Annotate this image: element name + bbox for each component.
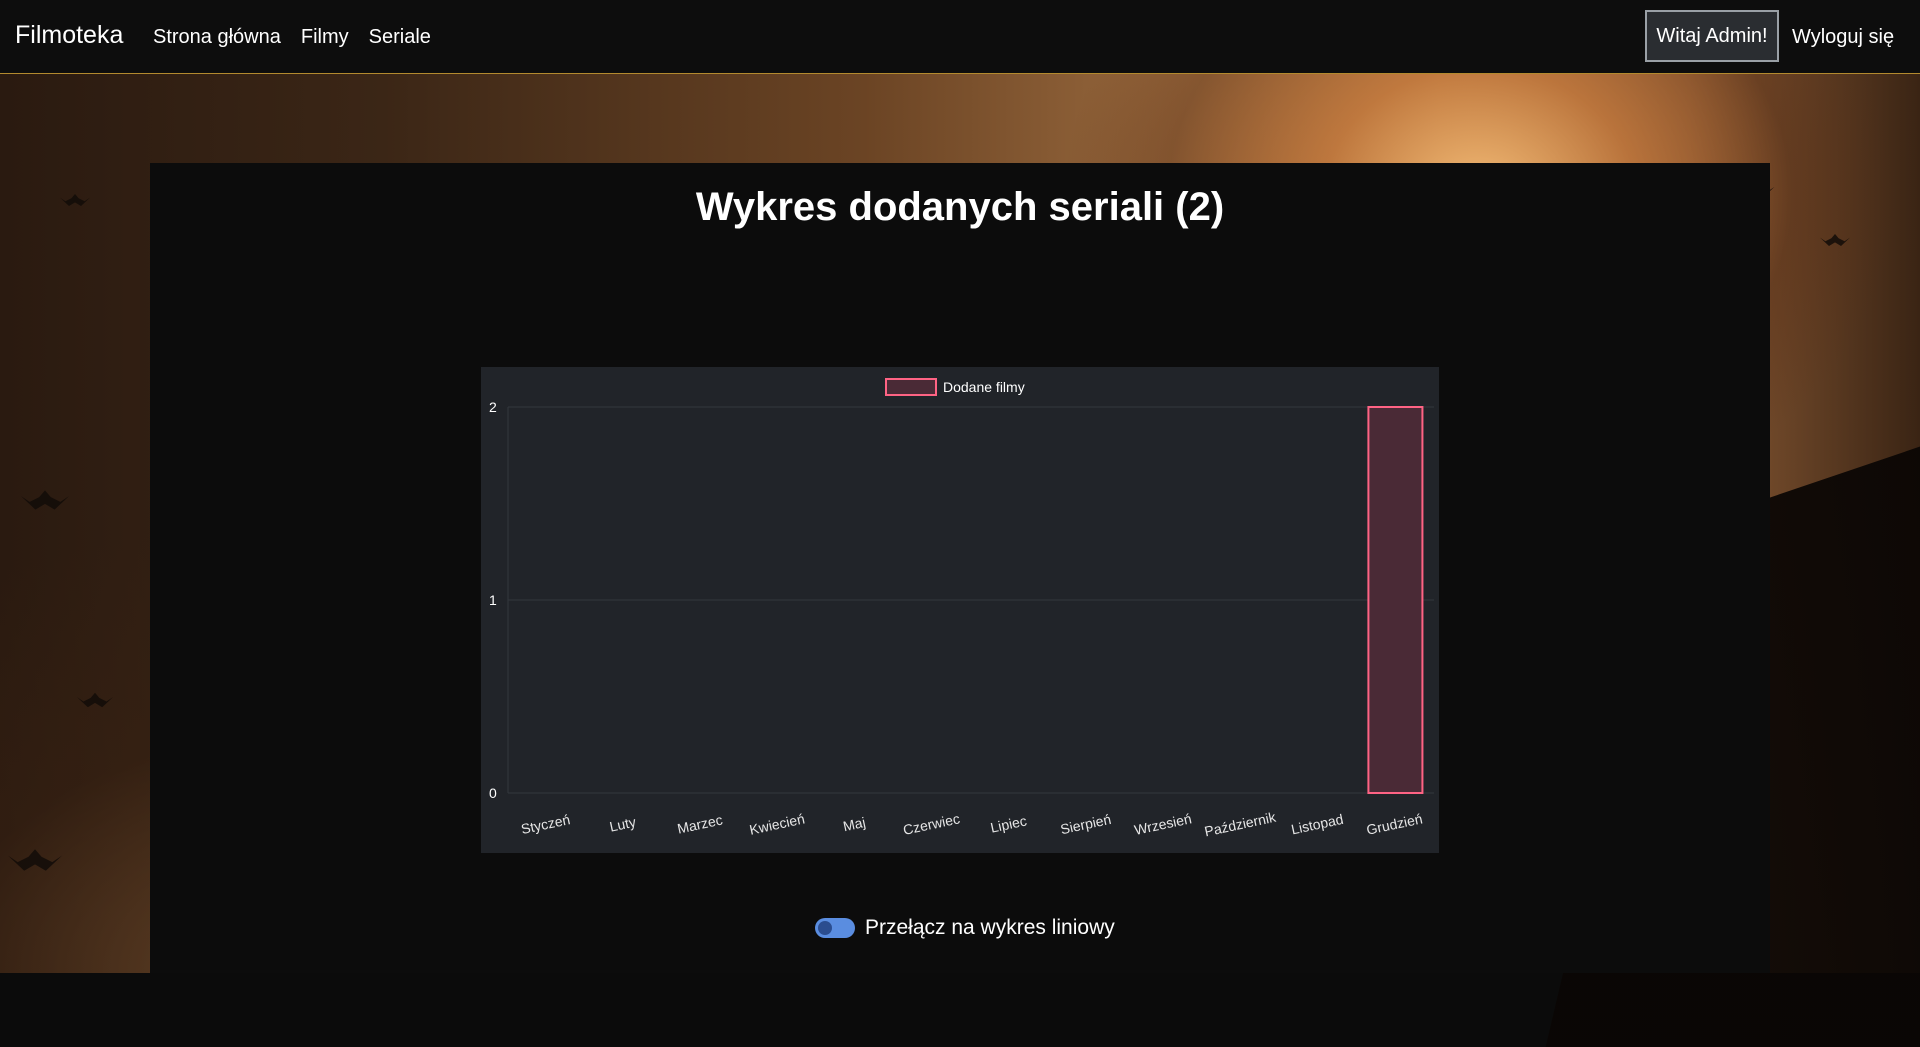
x-tick-label: Luty	[608, 814, 637, 835]
legend-swatch	[885, 378, 937, 396]
x-tick-label: Sierpień	[1059, 811, 1113, 837]
page-title: Wykres dodanych seriali (2)	[695, 185, 1225, 229]
y-tick-label: 1	[489, 592, 497, 608]
main-panel: Wykres dodanych seriali (2) 0 1 2 Styczeń Lu…	[150, 163, 1770, 973]
chart-type-toggle-row: Przełącz na wykres liniowy	[815, 916, 1115, 940]
nav-links: Strona główna Filmy Seriale	[153, 26, 431, 49]
bat-shape	[21, 490, 69, 510]
chart-bar	[1367, 406, 1424, 794]
x-tick-label: Kwiecień	[748, 810, 806, 837]
x-tick-label: Październik	[1203, 809, 1278, 840]
x-tick-label: Grudzień	[1365, 810, 1424, 837]
nav-link-movies[interactable]: Filmy	[300, 26, 349, 48]
bat-shape	[60, 194, 90, 206]
navbar: Filmoteka Strona główna Filmy Seriale Wi…	[0, 0, 1920, 74]
nav-link-series[interactable]: Seriale	[368, 26, 431, 48]
bat-shape	[8, 849, 62, 871]
x-tick-label: Czerwiec	[902, 810, 962, 838]
x-tick-label: Wrzesień	[1133, 810, 1193, 838]
x-tick-label: Lipiec	[989, 812, 1028, 835]
legend-label: Dodane filmy	[943, 379, 1025, 395]
chart-type-toggle-label: Przełącz na wykres liniowy	[865, 916, 1115, 939]
chart-type-switch[interactable]	[815, 918, 855, 938]
nav-link-home[interactable]: Strona główna	[153, 26, 281, 48]
welcome-user-button[interactable]: Witaj Admin!	[1645, 10, 1779, 62]
chart-container: 0 1 2 Styczeń Luty Marzec Kwiecień Maj Czerwiec L…	[481, 367, 1439, 853]
switch-knob	[818, 921, 832, 935]
x-tick-label: Marzec	[676, 812, 724, 837]
bat-shape	[77, 692, 113, 708]
bar-chart: 0 1 2 Styczeń Luty Marzec Kwiecień Maj Czerwiec L…	[489, 378, 1434, 840]
y-tick-label: 0	[489, 785, 497, 801]
bat-shape	[1820, 234, 1850, 246]
logout-link[interactable]: Wyloguj się	[1792, 26, 1895, 48]
x-tick-label: Listopad	[1290, 811, 1345, 838]
brand-link[interactable]: Filmoteka	[15, 21, 124, 49]
y-tick-label: 2	[489, 399, 497, 415]
x-tick-label: Maj	[842, 814, 867, 834]
x-tick-label: Styczeń	[520, 811, 572, 837]
